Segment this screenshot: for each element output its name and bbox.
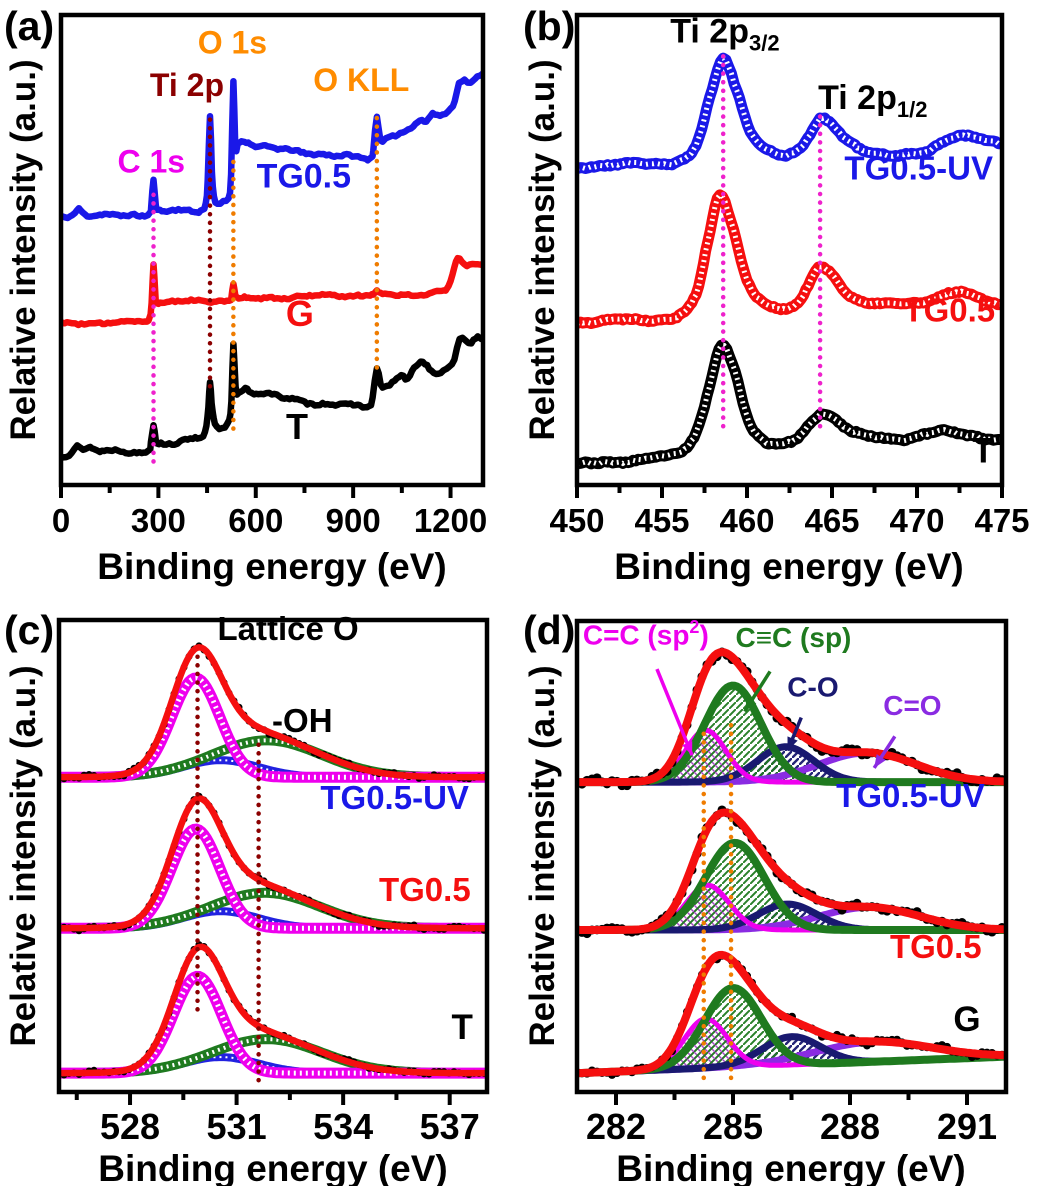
svg-text:460: 460: [719, 502, 774, 539]
panel-a-plot: 0 300 600 900 1200 C 1s Ti 2p O 1s O KLL TG0.5 G T: [52, 12, 487, 539]
panel-c: 528 531 534 537 Lattice O -OH TG0.5-UV TG0.5 T (…: [0, 590, 519, 1186]
panel-d-label: (d): [523, 607, 576, 653]
panel-c-xlabel: Binding energy (eV): [98, 1148, 448, 1186]
svg-text:291: 291: [937, 1106, 997, 1147]
panel-c-label: (c): [4, 607, 55, 653]
panel-c-ylabel: Relative intensity (a.u.): [4, 665, 43, 1047]
svg-text:Ti 2p: Ti 2p: [150, 67, 224, 103]
panel-a-xlabel: Binding energy (eV): [97, 546, 447, 587]
svg-text:475: 475: [974, 502, 1029, 539]
svg-text:288: 288: [820, 1106, 880, 1147]
svg-text:900: 900: [326, 502, 381, 539]
svg-text:C≡C (sp): C≡C (sp): [736, 622, 852, 653]
svg-text:282: 282: [586, 1106, 646, 1147]
panel-d: 282 285 288 291 C=C (sp2) C≡C (sp) C-O C=O TG0.5…: [519, 590, 1038, 1186]
svg-text:TG0.5: TG0.5: [890, 928, 982, 965]
svg-text:G: G: [953, 1000, 980, 1039]
svg-text:C 1s: C 1s: [117, 143, 185, 179]
svg-text:T: T: [451, 1008, 472, 1047]
svg-text:G: G: [286, 293, 314, 334]
svg-text:T: T: [286, 406, 308, 447]
svg-text:285: 285: [703, 1106, 763, 1147]
panel-d-ylabel: Relative intensity (a.u.): [523, 665, 562, 1047]
svg-text:TG0.5: TG0.5: [257, 157, 351, 195]
svg-text:Ti 2p1/2: Ti 2p1/2: [818, 79, 927, 122]
svg-text:TG0.5-UV: TG0.5-UV: [836, 777, 985, 814]
panel-b-plot: 450 455 460 465 470 475 Ti 2p3/2 Ti 2p1/2 TG0.5-…: [549, 12, 1029, 539]
svg-text:TG0.5: TG0.5: [379, 871, 471, 908]
svg-text:TG0.5: TG0.5: [903, 291, 995, 328]
svg-text:531: 531: [207, 1106, 267, 1147]
svg-text:470: 470: [889, 502, 944, 539]
panel-d-plot: 282 285 288 291 C=C (sp2) C≡C (sp) C-O C=O TG0.5…: [574, 617, 1009, 1147]
panel-b-ylabel: Relative intensity (a.u.): [523, 59, 562, 441]
svg-text:O 1s: O 1s: [198, 25, 267, 61]
svg-text:534: 534: [313, 1106, 373, 1147]
svg-text:1200: 1200: [414, 502, 487, 539]
svg-text:537: 537: [420, 1106, 480, 1147]
svg-text:-OH: -OH: [272, 702, 333, 739]
svg-text:465: 465: [804, 502, 859, 539]
svg-text:T: T: [973, 431, 994, 470]
svg-text:C=C (sp2): C=C (sp2): [583, 617, 709, 651]
svg-text:TG0.5-UV: TG0.5-UV: [844, 150, 993, 187]
svg-text:528: 528: [100, 1106, 160, 1147]
panel-b: 450 455 460 465 470 475 Ti 2p3/2 Ti 2p1/2 TG0.5-…: [519, 0, 1038, 590]
svg-text:600: 600: [228, 502, 283, 539]
panel-a-label: (a): [4, 3, 55, 49]
panel-a: 0 300 600 900 1200 C 1s Ti 2p O 1s O KLL TG0.5 G T …: [0, 0, 519, 590]
panel-b-xlabel: Binding energy (eV): [614, 546, 964, 587]
svg-text:450: 450: [549, 502, 604, 539]
panel-a-ylabel: Relative intensity (a.u.): [4, 59, 43, 441]
svg-text:Lattice O: Lattice O: [217, 610, 358, 647]
svg-text:C-O: C-O: [787, 671, 838, 702]
svg-text:O KLL: O KLL: [313, 62, 409, 98]
svg-text:Ti 2p3/2: Ti 2p3/2: [670, 12, 779, 55]
svg-text:0: 0: [52, 502, 70, 539]
svg-text:C=O: C=O: [883, 690, 941, 721]
svg-text:300: 300: [131, 502, 186, 539]
panel-b-label: (b): [523, 3, 576, 49]
panel-c-plot: 528 531 534 537 Lattice O -OH TG0.5-UV TG0.5 T: [56, 610, 490, 1147]
svg-text:455: 455: [634, 502, 689, 539]
svg-text:TG0.5-UV: TG0.5-UV: [320, 779, 469, 816]
panel-d-xlabel: Binding energy (eV): [616, 1148, 966, 1186]
